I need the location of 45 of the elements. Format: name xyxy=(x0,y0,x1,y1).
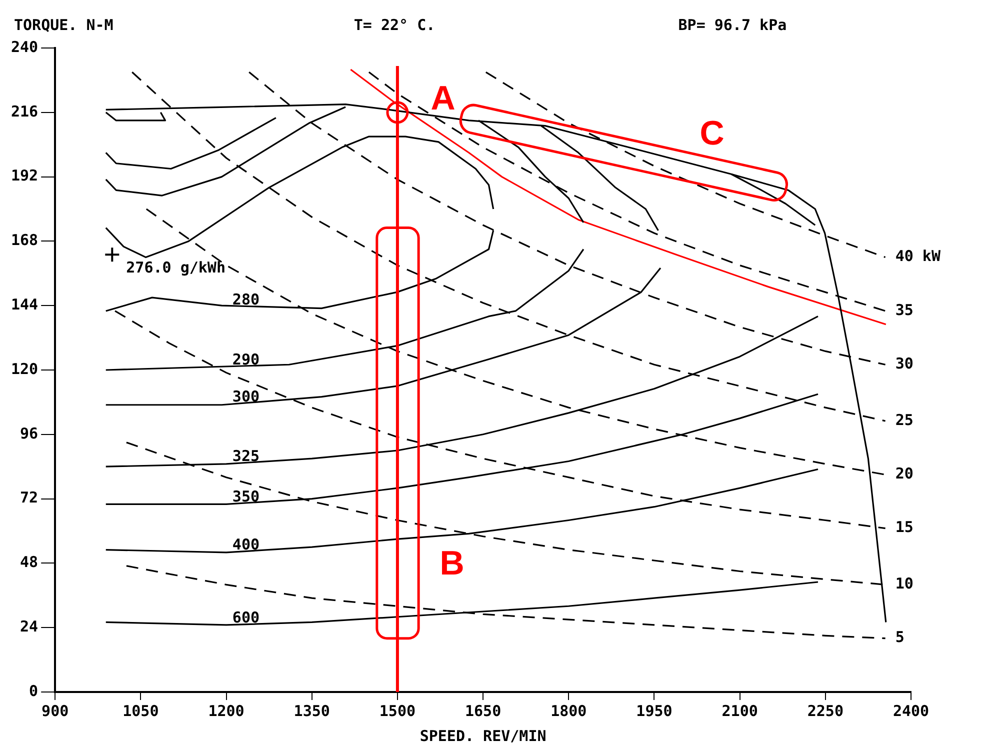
y-tick-label: 144 xyxy=(11,295,38,314)
x-tick-label: 1650 xyxy=(464,702,502,720)
series-label: 15 xyxy=(895,518,914,536)
series-label: 350 xyxy=(232,487,260,506)
series-label: 5 xyxy=(895,628,904,646)
annotation: B xyxy=(440,544,464,582)
annotation: A xyxy=(430,79,456,118)
y-tick-label: 0 xyxy=(29,682,38,700)
y-tick-label: 24 xyxy=(20,617,38,636)
x-tick-label: 2100 xyxy=(722,702,758,720)
x-tick-label: 1950 xyxy=(636,702,672,720)
y-tick-label: 72 xyxy=(20,488,38,507)
series-label: 290 xyxy=(232,350,260,368)
series-label: 400 xyxy=(232,536,260,554)
series-label: 325 xyxy=(232,447,260,466)
x-tick-label: 1200 xyxy=(208,702,244,720)
text: BP= 96.7 kPa xyxy=(678,16,787,34)
y-tick-label: 120 xyxy=(11,360,38,378)
series-label: 600 xyxy=(232,608,260,627)
series-label: 30 xyxy=(895,354,914,373)
series-label: 35 xyxy=(895,300,914,319)
series-label: 280 xyxy=(232,290,260,309)
x-tick-label: 1500 xyxy=(379,702,416,720)
y-tick-label: 48 xyxy=(20,553,38,572)
x-axis-title: SPEED. REV/MIN xyxy=(420,726,546,745)
x-tick-label: 2250 xyxy=(807,702,844,720)
series-label: 276.0 g/kWh xyxy=(126,258,226,277)
text: T= 22° C. xyxy=(354,16,436,34)
series-label: 10 xyxy=(895,574,914,593)
y-tick-label: 192 xyxy=(11,166,38,185)
y-axis-title: TORQUE. N-M xyxy=(14,16,114,34)
y-tick-label: 216 xyxy=(11,102,38,120)
series-label: 20 xyxy=(895,464,914,483)
x-tick-label: 900 xyxy=(42,702,69,720)
y-tick-label: 96 xyxy=(20,424,38,442)
series-label: 25 xyxy=(895,410,914,429)
x-tick-label: 1050 xyxy=(122,702,159,720)
series-label: 300 xyxy=(232,387,260,406)
x-tick-label: 2400 xyxy=(892,702,930,720)
y-tick-label: 168 xyxy=(11,231,38,250)
y-tick-label: 240 xyxy=(11,38,38,56)
x-tick-label: 1800 xyxy=(550,702,587,720)
x-tick-label: 1350 xyxy=(294,702,330,720)
series-label: 40 kW xyxy=(895,247,942,266)
annotation: C xyxy=(700,114,724,152)
